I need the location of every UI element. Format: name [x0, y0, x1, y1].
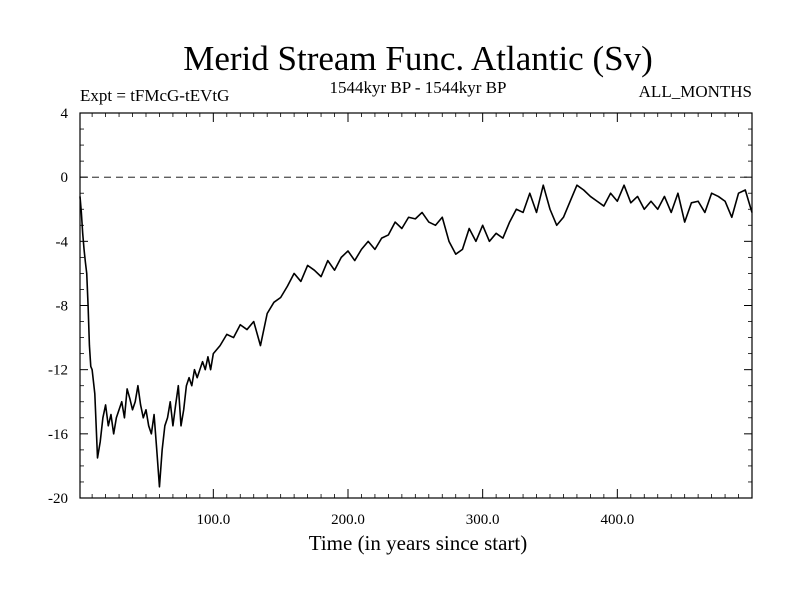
- axes: 4 0 -4 -8 -12 -16 -20 100.0 200.0 300.0 400.0: [48, 106, 752, 528]
- y-tick-label: -12: [48, 363, 68, 379]
- series-line: [79, 184, 753, 488]
- chart-title: Merid Stream Func. Atlantic (Sv): [183, 39, 653, 78]
- experiment-label: Expt = tFMcG-tEVtG: [80, 86, 229, 105]
- y-tick-label: 0: [61, 170, 69, 186]
- period-label: 1544kyr BP - 1544kyr BP: [330, 78, 507, 97]
- plot-frame: [79, 112, 753, 499]
- months-label: ALL_MONTHS: [639, 82, 752, 101]
- x-tick-label: 100.0: [196, 512, 230, 528]
- y-tick-label: 4: [61, 106, 69, 122]
- y-tick-label: -4: [56, 234, 69, 250]
- x-tick-label: 200.0: [331, 512, 365, 528]
- x-axis-label: Time (in years since start): [309, 531, 528, 555]
- y-tick-label: -8: [56, 299, 69, 315]
- data-layer: [79, 176, 753, 488]
- x-tick-label: 400.0: [600, 512, 634, 528]
- y-tick-label: -20: [48, 491, 68, 507]
- y-tick-label: -16: [48, 427, 68, 443]
- x-tick-label: 300.0: [466, 512, 500, 528]
